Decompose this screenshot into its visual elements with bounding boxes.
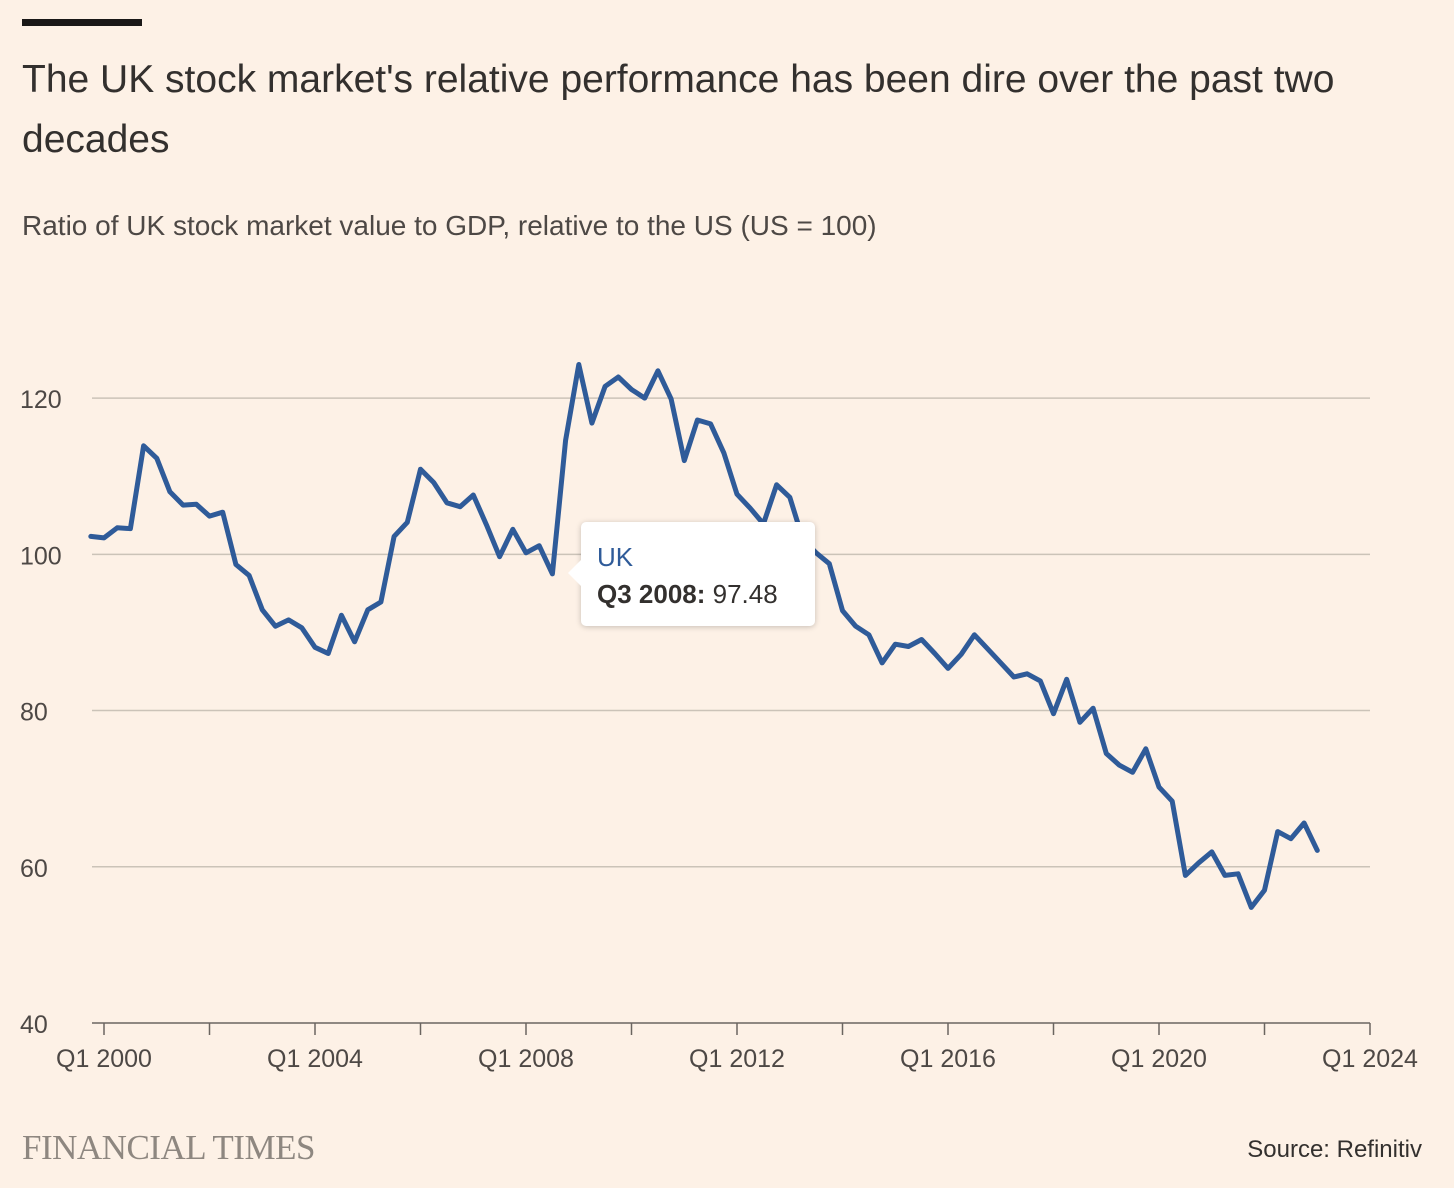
chart-subtitle: Ratio of UK stock market value to GDP, r… <box>22 210 877 241</box>
y-axis-tick-labels: 40 60 80 100 120 <box>20 386 62 1039</box>
tooltip-value: 97.48 <box>712 579 778 609</box>
x-tick-label: Q1 2000 <box>56 1045 152 1073</box>
financial-times-logo: FINANCIAL TIMES <box>22 1128 315 1167</box>
tooltip-value-line: Q3 2008: 97.48 <box>597 576 799 612</box>
x-tick-label: Q1 2012 <box>689 1045 785 1073</box>
title-accent-bar <box>22 19 142 26</box>
x-tick-label: Q1 2008 <box>478 1045 574 1073</box>
source-note: Source: Refinitiv <box>1247 1136 1422 1163</box>
x-tick-label: Q1 2024 <box>1322 1045 1418 1073</box>
x-tick-label: Q1 2020 <box>1111 1045 1207 1073</box>
x-tick-label: Q1 2016 <box>900 1045 996 1073</box>
line-chart: 40 60 80 100 120 Q1 2000 Q1 2004 Q1 2008 Q1 201… <box>20 362 1418 1073</box>
series-layer <box>88 362 1320 910</box>
series-line-uk <box>88 362 1320 910</box>
tooltip-date: Q3 2008: <box>597 579 706 609</box>
y-tick-label: 120 <box>20 386 62 414</box>
y-tick-label: 60 <box>20 855 48 883</box>
tooltip-series-name: UK <box>597 542 634 572</box>
y-tick-label: 40 <box>20 1011 48 1039</box>
y-tick-label: 80 <box>20 699 48 727</box>
chart-title: The UK stock market's relative performan… <box>22 58 1335 161</box>
x-axis: Q1 2000 Q1 2004 Q1 2008 Q1 2012 Q1 2016 Q1 20… <box>56 1022 1418 1073</box>
data-tooltip: UK Q3 2008: 97.48 <box>568 522 815 626</box>
x-tick-label: Q1 2004 <box>267 1045 363 1073</box>
y-tick-label: 100 <box>20 542 62 570</box>
